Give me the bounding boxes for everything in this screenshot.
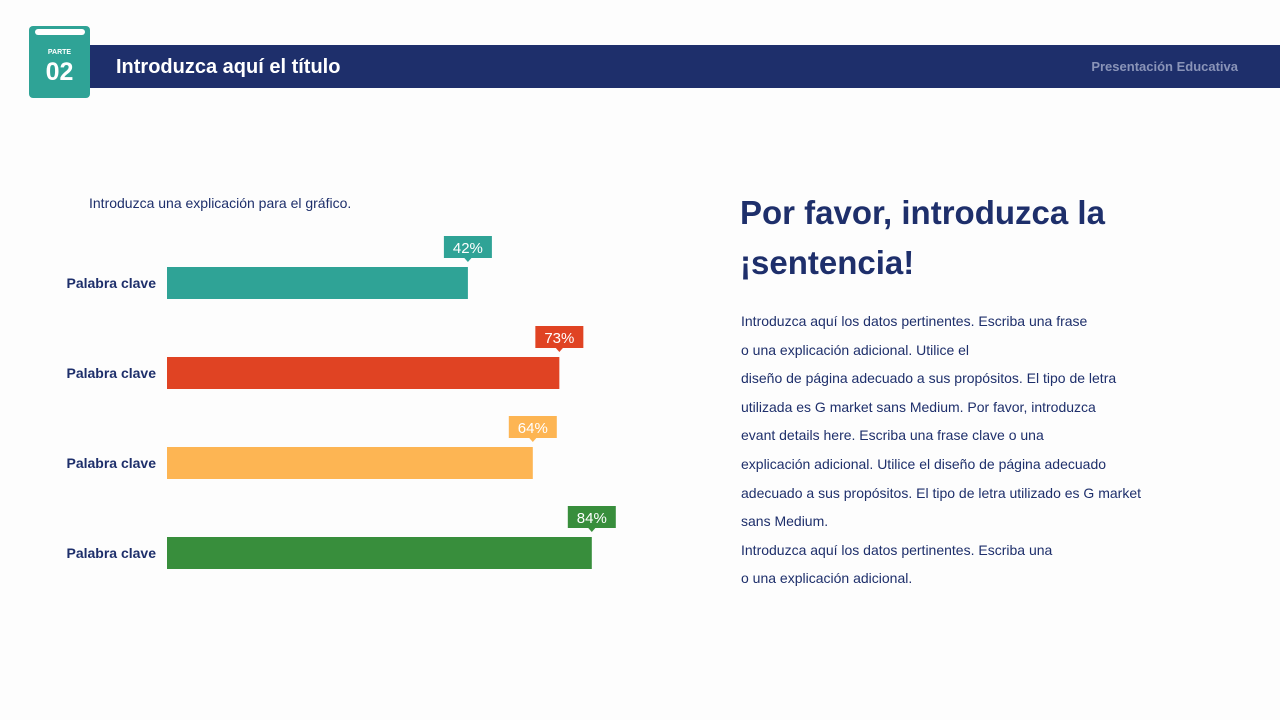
body-line: diseño de página adecuado a sus propósit…	[741, 370, 1117, 387]
category-label: Palabra clave	[66, 365, 156, 381]
body-line: Introduzca aquí los datos pertinentes. E…	[741, 541, 1053, 558]
data-label: 64%	[518, 420, 548, 437]
page-title: Introduzca aquí el título	[116, 56, 341, 78]
presentation-label: Presentación Educativa	[1091, 59, 1238, 74]
data-label-pointer	[528, 437, 537, 442]
body-line: o una explicación adicional. Utilice el	[741, 341, 970, 358]
body-line: sans Medium.	[741, 513, 829, 530]
title-banner	[88, 45, 1280, 88]
bar	[167, 537, 592, 569]
category-label: Palabra clave	[66, 455, 156, 471]
bar	[167, 447, 533, 479]
chart-explanation: Introduzca una explicación para el gráfi…	[89, 195, 352, 211]
body-line: utilizada es G market sans Medium. Por f…	[741, 398, 1096, 415]
data-label: 73%	[544, 330, 574, 347]
data-label-pointer	[555, 347, 564, 352]
bar	[167, 267, 468, 299]
data-label-box	[535, 326, 584, 348]
category-label: Palabra clave	[66, 275, 156, 291]
data-label-box	[443, 236, 492, 258]
data-label-pointer	[587, 527, 596, 532]
book-icon	[35, 29, 85, 35]
body-text: Introduzca aquí los datos pertinentes. E…	[741, 307, 1211, 593]
part-number: 02	[45, 58, 74, 86]
data-label: 42%	[453, 240, 483, 257]
headline: Por favor, introduzca la ¡sentencia!	[740, 194, 1105, 281]
data-label: 84%	[577, 510, 607, 527]
data-label-pointer	[463, 257, 472, 262]
bar	[167, 357, 560, 389]
bar-chart: Palabra clave 42% Palabra clave 73% Palabra …	[66, 236, 616, 569]
part-badge: PARTE 02	[29, 26, 90, 98]
data-label-box	[567, 506, 616, 528]
body-line: Introduzca aquí los datos pertinentes. E…	[741, 313, 1088, 329]
part-label: PARTE	[47, 49, 72, 56]
body-line: o una explicación adicional.	[741, 570, 913, 587]
body-line: evant details here. Escriba una frase cl…	[741, 427, 1044, 444]
data-label-box	[508, 416, 557, 438]
category-label: Palabra clave	[66, 545, 156, 561]
body-line: adecuado a sus propósitos. El tipo de le…	[741, 484, 1141, 501]
body-line: explicación adicional. Utilice el diseño…	[741, 455, 1107, 472]
